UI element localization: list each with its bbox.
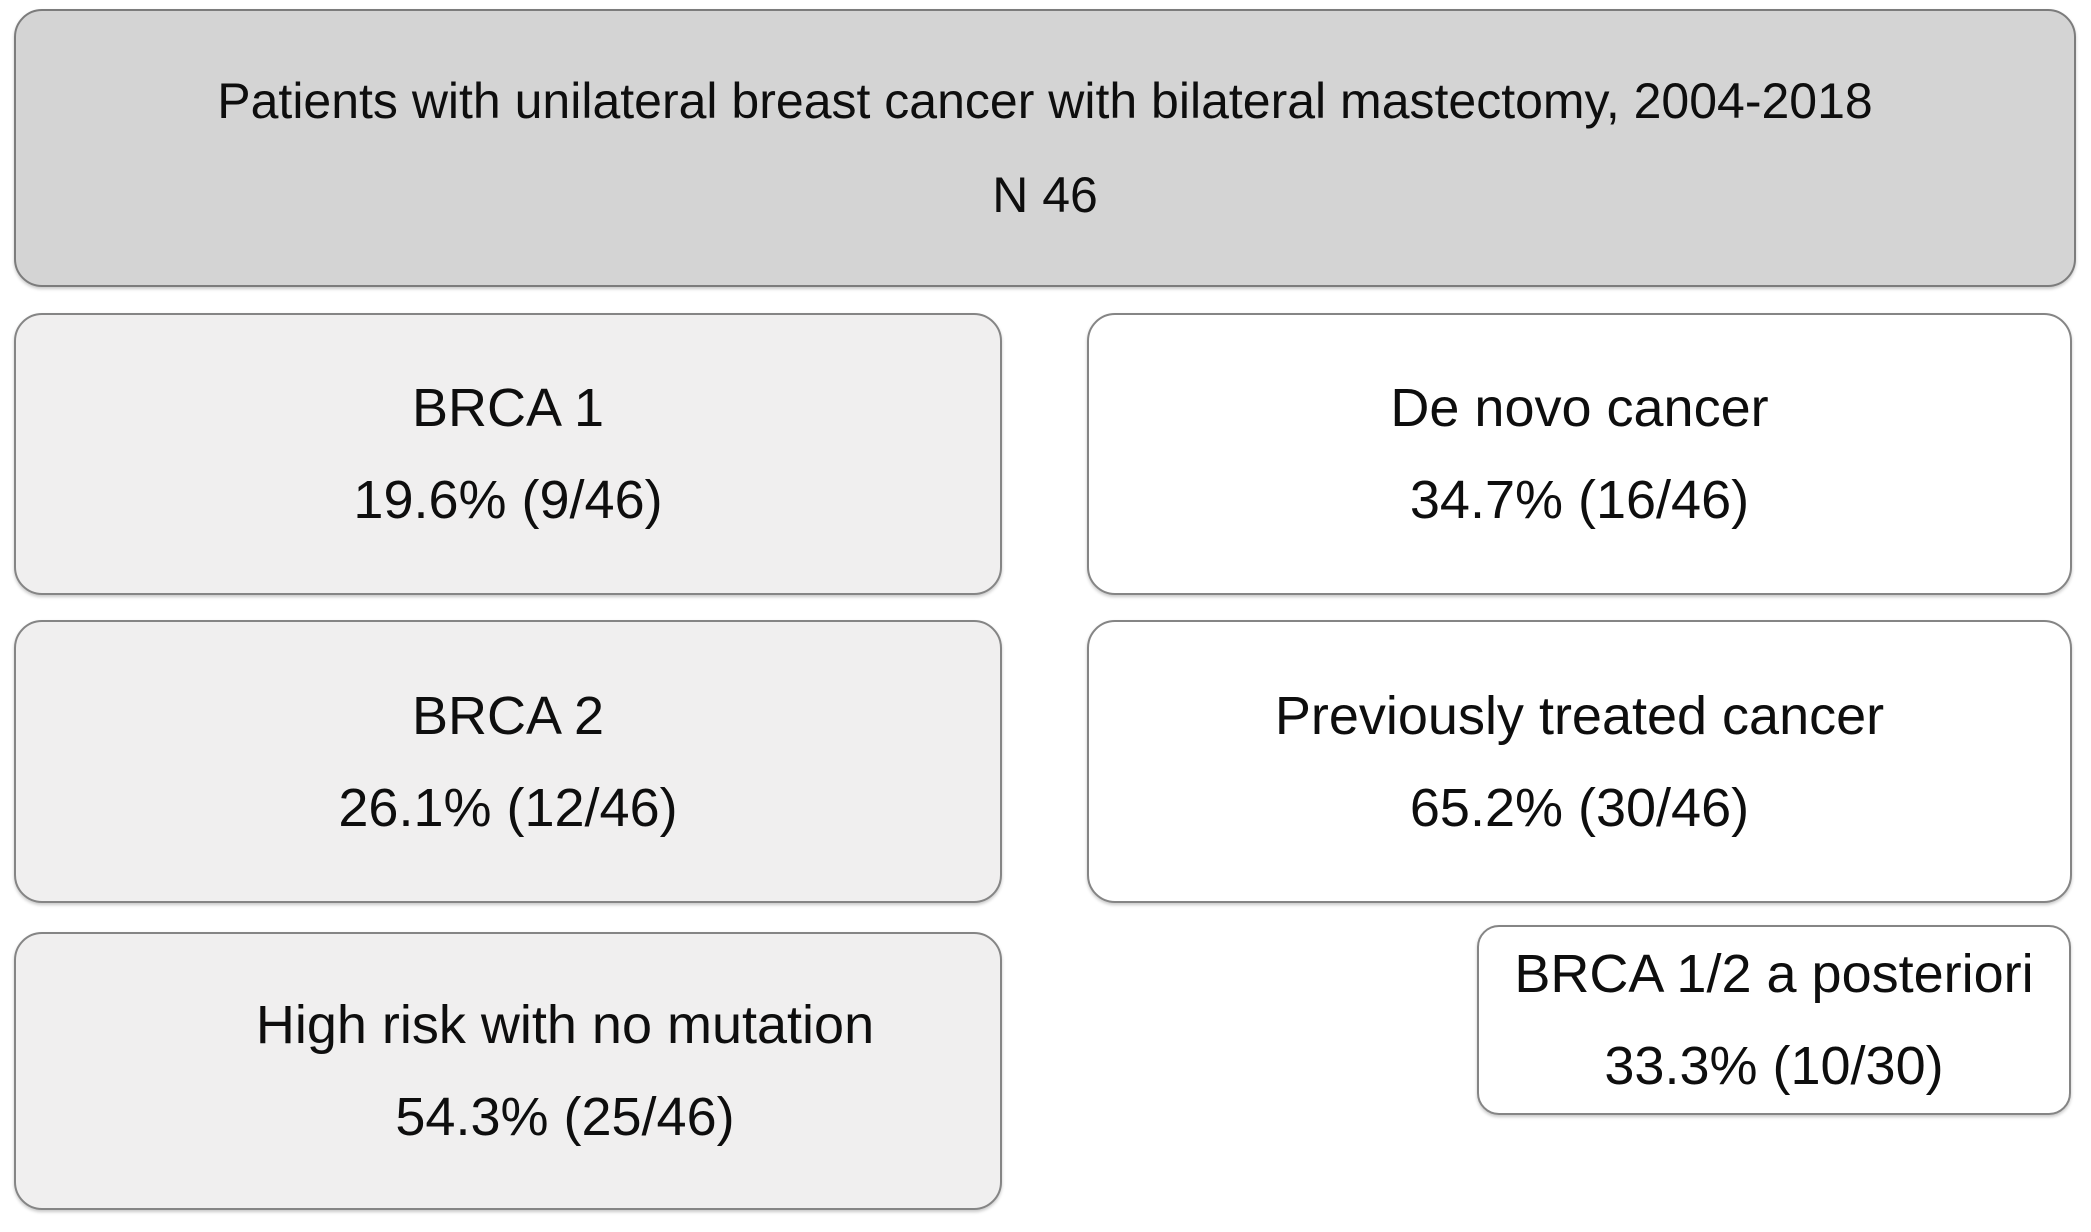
box-brca-posteriori-value: 33.3% (10/30): [1604, 1036, 1944, 1096]
box-brca-posteriori: BRCA 1/2 a posteriori 33.3% (10/30): [1477, 925, 2071, 1115]
box-brca1: BRCA 1 19.6% (9/46): [14, 313, 1002, 595]
root-count: N 46: [992, 167, 1098, 223]
box-high-risk-label: High risk with no mutation: [255, 995, 875, 1055]
box-de-novo: De novo cancer 34.7% (16/46): [1087, 313, 2072, 595]
box-brca1-label: BRCA 1: [411, 378, 605, 438]
root-title: Patients with unilateral breast cancer w…: [217, 73, 1873, 129]
box-high-risk: High risk with no mutation 54.3% (25/46): [14, 932, 1002, 1210]
box-previously-treated-value: 65.2% (30/46): [1409, 777, 1750, 838]
box-de-novo-label: De novo cancer: [1390, 378, 1769, 438]
root-box: Patients with unilateral breast cancer w…: [14, 9, 2076, 287]
box-previously-treated-label: Previously treated cancer: [1274, 685, 1885, 746]
box-brca2-label: BRCA 2: [411, 685, 605, 746]
box-brca2: BRCA 2 26.1% (12/46): [14, 620, 1002, 903]
box-de-novo-value: 34.7% (16/46): [1409, 470, 1750, 530]
box-brca2-value: 26.1% (12/46): [338, 777, 678, 838]
box-previously-treated: Previously treated cancer 65.2% (30/46): [1087, 620, 2072, 903]
box-brca-posteriori-label: BRCA 1/2 a posteriori: [1514, 944, 2034, 1004]
box-brca1-value: 19.6% (9/46): [353, 470, 663, 530]
box-high-risk-value: 54.3% (25/46): [395, 1087, 735, 1147]
